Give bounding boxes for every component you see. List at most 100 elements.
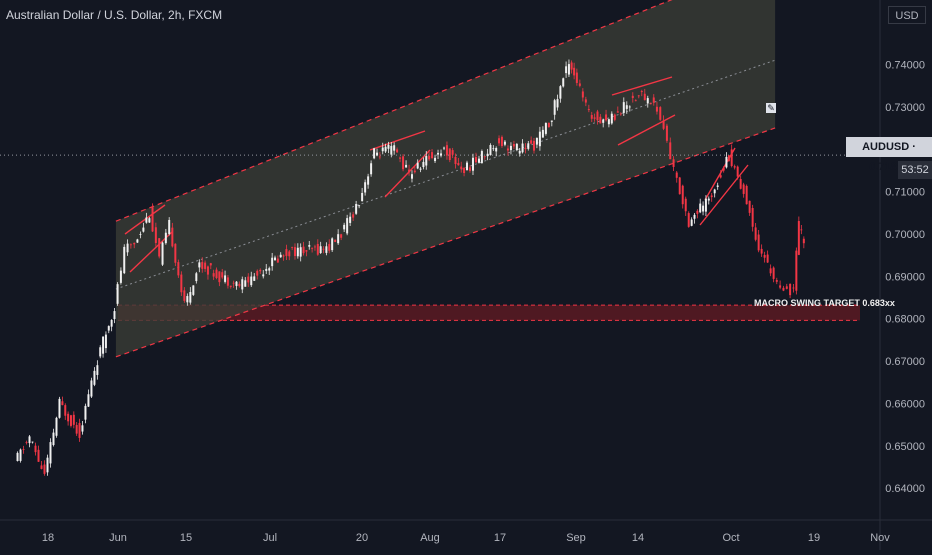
candle-body: [693, 214, 696, 219]
candle-body: [437, 152, 440, 155]
candle-body: [410, 174, 413, 179]
candle-body: [707, 198, 710, 201]
candle-body: [779, 285, 782, 288]
x-tick-label: Jul: [263, 532, 277, 544]
candle-body: [308, 245, 311, 247]
candle-body: [471, 157, 474, 171]
candle-body: [19, 449, 22, 461]
candle-body: [276, 258, 279, 263]
candle-body: [480, 151, 483, 164]
y-tick-label: 0.74000: [885, 59, 925, 71]
candle-body: [637, 95, 640, 97]
currency-button[interactable]: USD: [888, 6, 926, 24]
candle-body: [578, 83, 581, 86]
candle-body: [610, 113, 613, 124]
candle-body: [262, 274, 265, 277]
candle-body: [465, 162, 468, 171]
candle-body: [387, 144, 390, 149]
y-tick-label: 0.71000: [885, 187, 925, 199]
candle-body: [151, 207, 154, 232]
candle-body: [259, 269, 262, 272]
y-tick-label: 0.70000: [885, 229, 925, 241]
candle-body: [99, 347, 102, 357]
candle-body: [364, 182, 367, 193]
candle-body: [457, 162, 460, 166]
candle-body: [541, 129, 544, 138]
candle-body: [250, 276, 253, 286]
candle-body: [699, 203, 702, 213]
candle-body: [139, 234, 142, 235]
candle-body: [506, 148, 509, 151]
candle-body: [285, 249, 288, 256]
candle-body: [486, 153, 489, 157]
candle-body: [241, 279, 244, 290]
candle-body: [256, 270, 259, 276]
candle-body: [279, 254, 282, 258]
candle-body: [43, 464, 46, 474]
candle-body: [305, 250, 308, 252]
candle-body: [550, 120, 553, 122]
candle-body: [104, 334, 107, 349]
candle-body: [346, 218, 349, 234]
candle-body: [102, 336, 105, 354]
x-tick-label: 17: [494, 532, 506, 544]
candle-body: [800, 229, 803, 231]
candle-body: [87, 394, 90, 407]
candle-body: [34, 445, 37, 453]
candle-body: [730, 149, 733, 167]
candle-body: [180, 274, 183, 293]
candle-body: [93, 370, 96, 385]
candle-body: [733, 166, 736, 168]
candle-body: [232, 282, 235, 284]
candle-body: [145, 217, 148, 223]
candle-body: [802, 238, 805, 244]
candle-body: [378, 156, 381, 158]
x-tick-label: 15: [180, 532, 192, 544]
candle-body: [763, 255, 766, 258]
candle-body: [293, 247, 296, 257]
last-price-tag: AUDUSD · 0.71859: [846, 137, 932, 173]
candle-body: [189, 292, 192, 303]
candle-body: [268, 268, 271, 271]
candle-body: [282, 255, 285, 257]
candle-body: [331, 238, 334, 251]
candle-body: [562, 78, 565, 87]
candle-body: [443, 147, 446, 149]
candle-body: [535, 137, 538, 145]
y-tick-label: 0.73000: [885, 102, 925, 114]
candle-body: [119, 270, 122, 283]
candle-body: [454, 156, 457, 165]
x-tick-label: Aug: [420, 532, 440, 544]
candle-body: [296, 247, 299, 257]
candle-body: [713, 189, 716, 194]
candle-body: [64, 405, 67, 416]
candle-body: [716, 185, 719, 187]
candle-body: [672, 159, 675, 167]
candle-body: [521, 143, 524, 153]
candle-body: [584, 99, 587, 103]
candle-body: [725, 156, 728, 168]
candle-body: [218, 271, 221, 283]
wedge-line-5: [617, 114, 676, 146]
candle-body: [49, 442, 52, 464]
candle-body: [37, 449, 40, 462]
candle-body: [25, 442, 28, 443]
candle-body: [646, 98, 649, 104]
candle-body: [58, 398, 61, 418]
candle-body: [352, 214, 355, 218]
candle-body: [67, 413, 70, 422]
candle-body: [81, 425, 84, 432]
candle-body: [775, 280, 778, 282]
candle-body: [795, 250, 798, 291]
candle-body: [477, 158, 480, 163]
candle-body: [126, 243, 129, 253]
x-tick-label: 18: [42, 532, 54, 544]
x-tick-label: Nov: [870, 532, 890, 544]
candle-body: [337, 234, 340, 244]
chart-note-icon[interactable]: ✎: [766, 103, 776, 113]
candle-body: [370, 163, 373, 175]
candle-body: [745, 185, 748, 205]
x-tick-label: 14: [632, 532, 644, 544]
